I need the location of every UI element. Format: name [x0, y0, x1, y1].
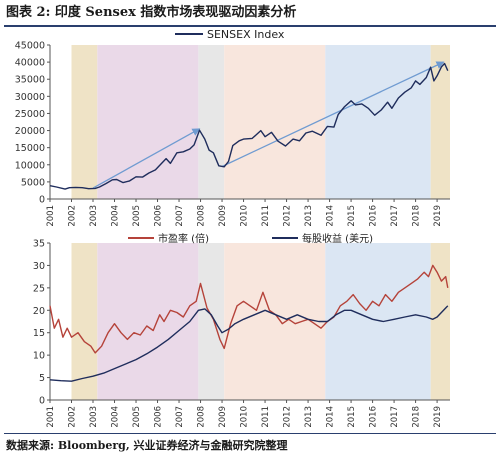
charts-area: 0 5000 10000 15000 20000 25000 30000 35000 40000…	[15, 28, 450, 428]
y-tick-label: 45000	[15, 41, 45, 52]
y-tick-label: 35000	[15, 75, 45, 86]
x-tick-label: 2007	[175, 406, 185, 428]
legend-label: 每股收益 (美元)	[302, 232, 373, 245]
x-tick-label: 2012	[283, 205, 293, 227]
trend-arrow	[221, 61, 445, 168]
period-band	[198, 243, 225, 400]
x-tick-label: 2012	[283, 406, 293, 428]
x-tick-label: 2010	[240, 406, 250, 428]
x-tick-label: 2019	[433, 406, 443, 428]
x-tick-label: 2018	[412, 205, 422, 227]
x-tick-label: 2001	[46, 205, 56, 227]
x-tick-label: 2014	[326, 406, 336, 428]
x-tick-label: 2015	[347, 205, 357, 227]
x-tick-label: 2001	[46, 406, 56, 428]
y-tick-label: 30	[33, 261, 45, 272]
period-band	[71, 45, 98, 199]
x-tick-label: 2009	[218, 205, 228, 227]
x-tick-label: 2005	[132, 406, 142, 428]
y-tick-label: 20	[33, 306, 45, 317]
x-tick-label: 2009	[218, 406, 228, 428]
x-tick-label: 2013	[304, 205, 314, 227]
x-tick-label: 2004	[111, 406, 121, 428]
period-band	[97, 243, 199, 400]
x-tick-label: 2011	[261, 205, 271, 227]
footer-rule	[4, 433, 496, 434]
period-band	[325, 45, 431, 199]
period-band	[97, 45, 199, 199]
series-line-1	[49, 62, 449, 190]
figure-title: 图表 2: 印度 Sensex 指数市场表现驱动因素分析	[6, 5, 297, 20]
legend-label: SENSEX Index	[207, 28, 285, 41]
x-tick-label: 2018	[412, 406, 422, 428]
y-tick-label: 5	[39, 373, 45, 384]
x-tick-label: 2019	[433, 205, 443, 227]
x-tick-label: 2006	[154, 406, 164, 428]
period-band	[325, 243, 431, 400]
trend-arrow	[92, 128, 201, 189]
x-tick-label: 2004	[111, 205, 121, 227]
period-band	[71, 243, 98, 400]
x-tick-label: 2016	[369, 205, 379, 227]
y-tick-label: 25000	[15, 109, 45, 120]
y-tick-label: 0	[39, 195, 45, 206]
x-tick-label: 2007	[175, 205, 185, 227]
source-note: 数据来源: Bloomberg, 兴业证券经济与金融研究院整理	[6, 439, 288, 452]
x-tick-label: 2006	[154, 205, 164, 227]
x-tick-label: 2013	[304, 406, 314, 428]
x-tick-label: 2016	[369, 406, 379, 428]
x-tick-label: 2017	[390, 205, 400, 227]
x-tick-label: 2003	[89, 205, 99, 227]
series-line-2	[49, 305, 449, 382]
period-band	[430, 243, 450, 400]
legend-label: 市盈率 (倍)	[158, 232, 209, 245]
period-band	[224, 45, 326, 199]
title-rule	[4, 25, 496, 27]
x-tick-label: 2011	[261, 406, 271, 428]
x-tick-label: 2015	[347, 406, 357, 428]
sensex-chart: 0 5000 10000 15000 20000 25000 30000 35000 40000…	[15, 28, 450, 227]
y-tick-label: 20000	[15, 126, 45, 137]
x-tick-label: 2008	[197, 205, 207, 227]
y-tick-label: 25	[33, 283, 45, 294]
x-tick-label: 2014	[326, 205, 336, 227]
y-tick-label: 10000	[15, 160, 45, 171]
y-tick-label: 30000	[15, 92, 45, 103]
x-tick-label: 2017	[390, 406, 400, 428]
y-tick-label: 10	[33, 351, 45, 362]
x-tick-label: 2002	[68, 205, 78, 227]
x-tick-label: 2010	[240, 205, 250, 227]
pe-eps-chart: 0 5 10 15 20 25 30 35 2001 2002 2003 2004 2005 2006 20…	[33, 232, 450, 428]
period-band	[430, 45, 450, 199]
y-tick-label: 15	[33, 328, 45, 339]
y-tick-label: 40000	[15, 58, 45, 69]
x-tick-label: 2002	[68, 406, 78, 428]
x-tick-label: 2005	[132, 205, 142, 227]
series-line-1	[49, 264, 449, 354]
x-tick-label: 2008	[197, 406, 207, 428]
period-band	[224, 243, 326, 400]
x-tick-label: 2003	[89, 406, 99, 428]
period-band	[198, 45, 225, 199]
y-tick-label: 15000	[15, 143, 45, 154]
y-tick-label: 5000	[21, 177, 45, 188]
y-tick-label: 35	[33, 239, 45, 250]
y-tick-label: 0	[39, 396, 45, 407]
